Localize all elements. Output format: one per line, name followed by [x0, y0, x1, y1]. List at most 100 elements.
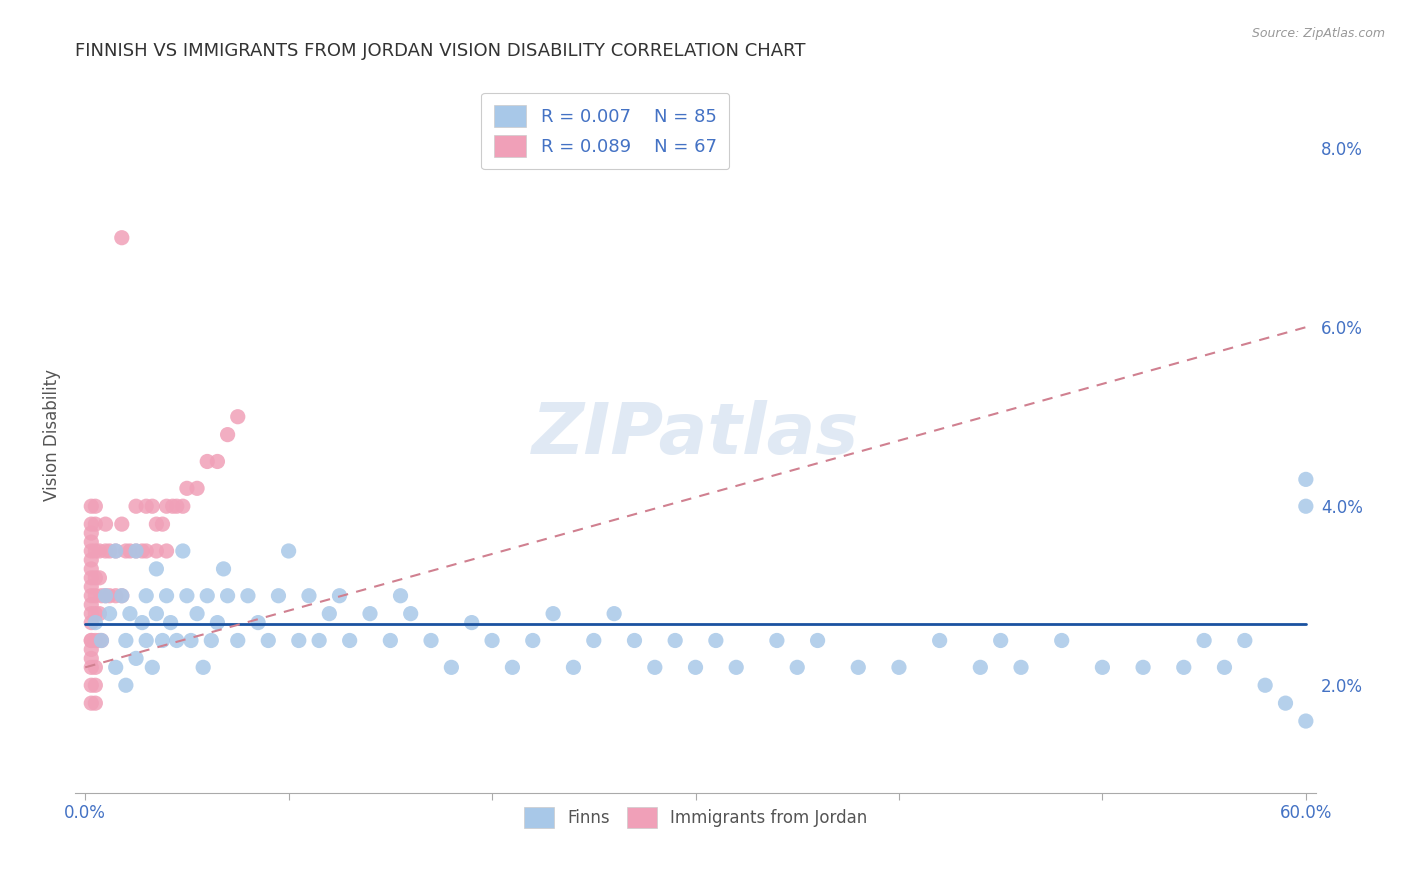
Point	[90, 633, 112, 648]
Point	[80, 589, 103, 603]
Point	[1132, 660, 1154, 674]
Point	[84, 571, 107, 585]
Point	[111, 517, 134, 532]
Point	[111, 589, 134, 603]
Point	[145, 562, 167, 576]
Point	[339, 633, 361, 648]
Point	[162, 500, 184, 514]
Point	[125, 500, 148, 514]
Point	[704, 633, 727, 648]
Point	[582, 633, 605, 648]
Point	[664, 633, 686, 648]
Point	[1173, 660, 1195, 674]
Point	[90, 633, 112, 648]
Point	[328, 589, 350, 603]
Point	[318, 607, 340, 621]
Point	[298, 589, 321, 603]
Point	[562, 660, 585, 674]
Point	[846, 660, 869, 674]
Point	[84, 678, 107, 692]
Point	[1213, 660, 1236, 674]
Point	[226, 409, 249, 424]
Point	[887, 660, 910, 674]
Point	[267, 589, 290, 603]
Point	[80, 544, 103, 558]
Point	[135, 633, 157, 648]
Point	[118, 544, 141, 558]
Point	[928, 633, 950, 648]
Point	[104, 544, 127, 558]
Point	[89, 571, 111, 585]
Point	[84, 607, 107, 621]
Point	[80, 553, 103, 567]
Point	[236, 589, 259, 603]
Point	[1295, 472, 1317, 486]
Point	[89, 633, 111, 648]
Point	[1274, 696, 1296, 710]
Point	[111, 230, 134, 244]
Point	[94, 544, 117, 558]
Point	[84, 517, 107, 532]
Point	[80, 615, 103, 630]
Point	[1050, 633, 1073, 648]
Point	[80, 562, 103, 576]
Point	[98, 544, 121, 558]
Y-axis label: Vision Disability: Vision Disability	[44, 368, 60, 500]
Point	[217, 427, 239, 442]
Point	[172, 500, 194, 514]
Point	[1192, 633, 1215, 648]
Point	[806, 633, 828, 648]
Point	[115, 544, 138, 558]
Point	[207, 615, 229, 630]
Point	[152, 517, 174, 532]
Point	[80, 696, 103, 710]
Point	[186, 607, 208, 621]
Point	[359, 607, 381, 621]
Point	[685, 660, 707, 674]
Point	[226, 633, 249, 648]
Point	[80, 526, 103, 541]
Point	[111, 589, 134, 603]
Point	[308, 633, 330, 648]
Point	[141, 500, 163, 514]
Point	[212, 562, 235, 576]
Point	[98, 589, 121, 603]
Point	[1010, 660, 1032, 674]
Point	[84, 633, 107, 648]
Point	[80, 651, 103, 665]
Point	[84, 660, 107, 674]
Point	[80, 580, 103, 594]
Point	[623, 633, 645, 648]
Point	[84, 544, 107, 558]
Point	[207, 454, 229, 468]
Point	[195, 589, 218, 603]
Point	[125, 544, 148, 558]
Point	[115, 678, 138, 692]
Point	[217, 589, 239, 603]
Point	[644, 660, 666, 674]
Point	[166, 500, 188, 514]
Point	[180, 633, 202, 648]
Point	[257, 633, 280, 648]
Point	[155, 589, 177, 603]
Point	[481, 633, 503, 648]
Point	[80, 642, 103, 657]
Point	[115, 633, 138, 648]
Point	[145, 517, 167, 532]
Point	[80, 633, 103, 648]
Point	[461, 615, 484, 630]
Point	[80, 633, 103, 648]
Point	[186, 481, 208, 495]
Point	[80, 607, 103, 621]
Point	[389, 589, 412, 603]
Point	[288, 633, 311, 648]
Point	[80, 500, 103, 514]
Point	[125, 651, 148, 665]
Point	[766, 633, 789, 648]
Point	[80, 660, 103, 674]
Point	[152, 633, 174, 648]
Point	[1233, 633, 1256, 648]
Point	[135, 500, 157, 514]
Point	[80, 517, 103, 532]
Point	[501, 660, 523, 674]
